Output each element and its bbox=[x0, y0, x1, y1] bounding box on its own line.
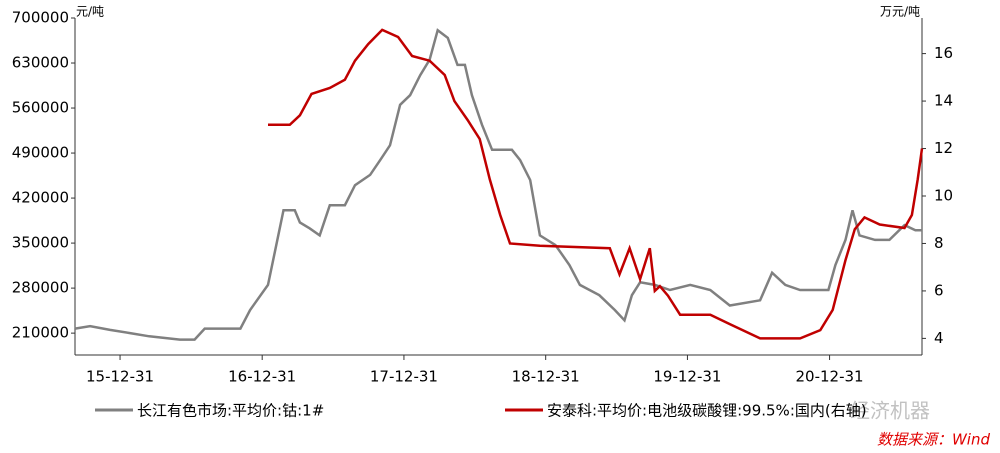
watermark: 经济机器 bbox=[850, 399, 930, 423]
y-tick-label: 350000 bbox=[12, 234, 69, 252]
source: 数据来源：Wind bbox=[877, 431, 991, 449]
y2-tick-label: 10 bbox=[934, 186, 953, 204]
y2-tick-label: 16 bbox=[934, 44, 953, 62]
series-line bbox=[74, 28, 922, 341]
y-tick-label: 420000 bbox=[12, 189, 69, 207]
legend-label: 长江有色市场:平均价:钴:1# bbox=[137, 402, 324, 420]
y2-tick-label: 12 bbox=[934, 139, 953, 157]
legend-label: 安泰科:平均价:电池级碳酸锂:99.5%:国内(右轴) bbox=[547, 402, 867, 420]
y-tick-label: 280000 bbox=[12, 279, 69, 297]
x-tick-label: 16-12-31 bbox=[228, 368, 296, 386]
x-tick-label: 20-12-31 bbox=[796, 368, 864, 386]
y2-tick-label: 14 bbox=[934, 92, 953, 110]
x-tick-label: 18-12-31 bbox=[512, 368, 580, 386]
series-line bbox=[268, 28, 924, 340]
y-tick-label: 630000 bbox=[12, 54, 69, 72]
y-tick-label: 210000 bbox=[12, 324, 69, 342]
y-tick-label: 560000 bbox=[12, 99, 69, 117]
x-tick-label: 15-12-31 bbox=[86, 368, 154, 386]
y-tick-label: 700000 bbox=[12, 9, 69, 27]
y-tick-label: 490000 bbox=[12, 144, 69, 162]
x-tick-label: 17-12-31 bbox=[370, 368, 438, 386]
x-tick-label: 19-12-31 bbox=[653, 368, 721, 386]
y-unit: 元/吨 bbox=[76, 5, 104, 19]
y2-tick-label: 8 bbox=[934, 234, 944, 252]
y2-tick-label: 4 bbox=[934, 329, 944, 347]
y2-unit: 万元/吨 bbox=[880, 5, 920, 19]
y2-tick-label: 6 bbox=[934, 281, 944, 299]
